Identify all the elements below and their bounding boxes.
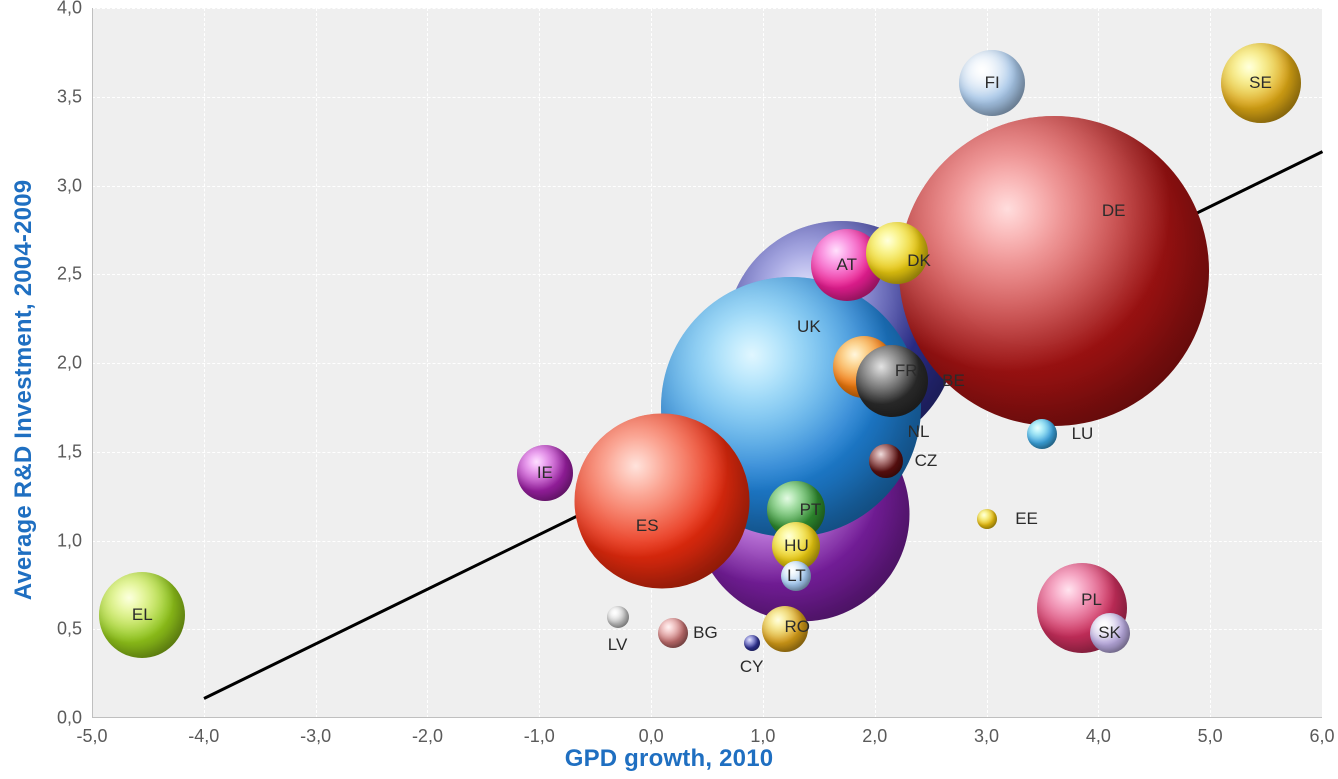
- bubble-FI: [959, 50, 1025, 116]
- x-tick-label: 3,0: [974, 726, 999, 747]
- y-axis-label: Average R&D Investment, 2004-2009: [10, 179, 38, 600]
- bubble-label-CZ: CZ: [915, 451, 938, 471]
- bubble-ES: [575, 414, 750, 589]
- y-tick-label: 3,5: [57, 86, 82, 107]
- x-tick-label: -5,0: [76, 726, 107, 747]
- x-tick-label: 0,0: [639, 726, 664, 747]
- bubble-DE: [899, 116, 1209, 426]
- x-tick-label: 1,0: [750, 726, 775, 747]
- x-axis-label: GPD growth, 2010: [565, 745, 774, 773]
- gridline-h: [92, 8, 1322, 9]
- bubble-label-BG: BG: [693, 623, 718, 643]
- bubble-CY: [744, 635, 760, 651]
- x-tick-label: 6,0: [1309, 726, 1334, 747]
- y-tick-label: 2,5: [57, 264, 82, 285]
- bubble-IE: [517, 445, 573, 501]
- y-tick-label: 0,0: [57, 708, 82, 729]
- bubble-label-LU: LU: [1072, 424, 1094, 444]
- gridline-h: [92, 629, 1322, 630]
- gridline-h: [92, 97, 1322, 98]
- bubble-LU: [1027, 419, 1057, 449]
- x-tick-label: -2,0: [412, 726, 443, 747]
- gridline-v: [1322, 8, 1323, 718]
- y-tick-label: 1,5: [57, 441, 82, 462]
- y-tick-label: 1,0: [57, 530, 82, 551]
- gridline-h: [92, 718, 1322, 719]
- x-tick-label: -4,0: [188, 726, 219, 747]
- x-tick-label: 5,0: [1198, 726, 1223, 747]
- bubble-DK: [866, 222, 928, 284]
- bubble-BG: [658, 618, 688, 648]
- y-tick-label: 3,0: [57, 175, 82, 196]
- x-tick-label: -3,0: [300, 726, 331, 747]
- bubble-LT: [781, 561, 811, 591]
- x-tick-label: -1,0: [524, 726, 555, 747]
- bubble-SE: [1221, 43, 1301, 123]
- bubble-label-LV: LV: [608, 635, 628, 655]
- x-axis-line: [92, 717, 1322, 718]
- bubble-EL: [99, 572, 185, 658]
- y-tick-label: 2,0: [57, 353, 82, 374]
- plot-area: -5,0-4,0-3,0-2,0-1,00,01,02,03,04,05,06,…: [92, 8, 1322, 718]
- y-tick-label: 0,5: [57, 619, 82, 640]
- bubble-SK: [1090, 613, 1130, 653]
- bubble-BE: [856, 345, 928, 417]
- x-tick-label: 2,0: [862, 726, 887, 747]
- bubble-label-CY: CY: [740, 657, 764, 677]
- x-tick-label: 4,0: [1086, 726, 1111, 747]
- bubble-label-EE: EE: [1015, 509, 1038, 529]
- y-tick-label: 4,0: [57, 0, 82, 19]
- bubble-EE: [977, 509, 997, 529]
- bubble-RO: [762, 606, 808, 652]
- bubble-CZ: [869, 444, 903, 478]
- bubble-LV: [607, 606, 629, 628]
- bubble-chart: Average R&D Investment, 2004-2009 GPD gr…: [0, 0, 1338, 779]
- y-axis-line: [92, 8, 93, 718]
